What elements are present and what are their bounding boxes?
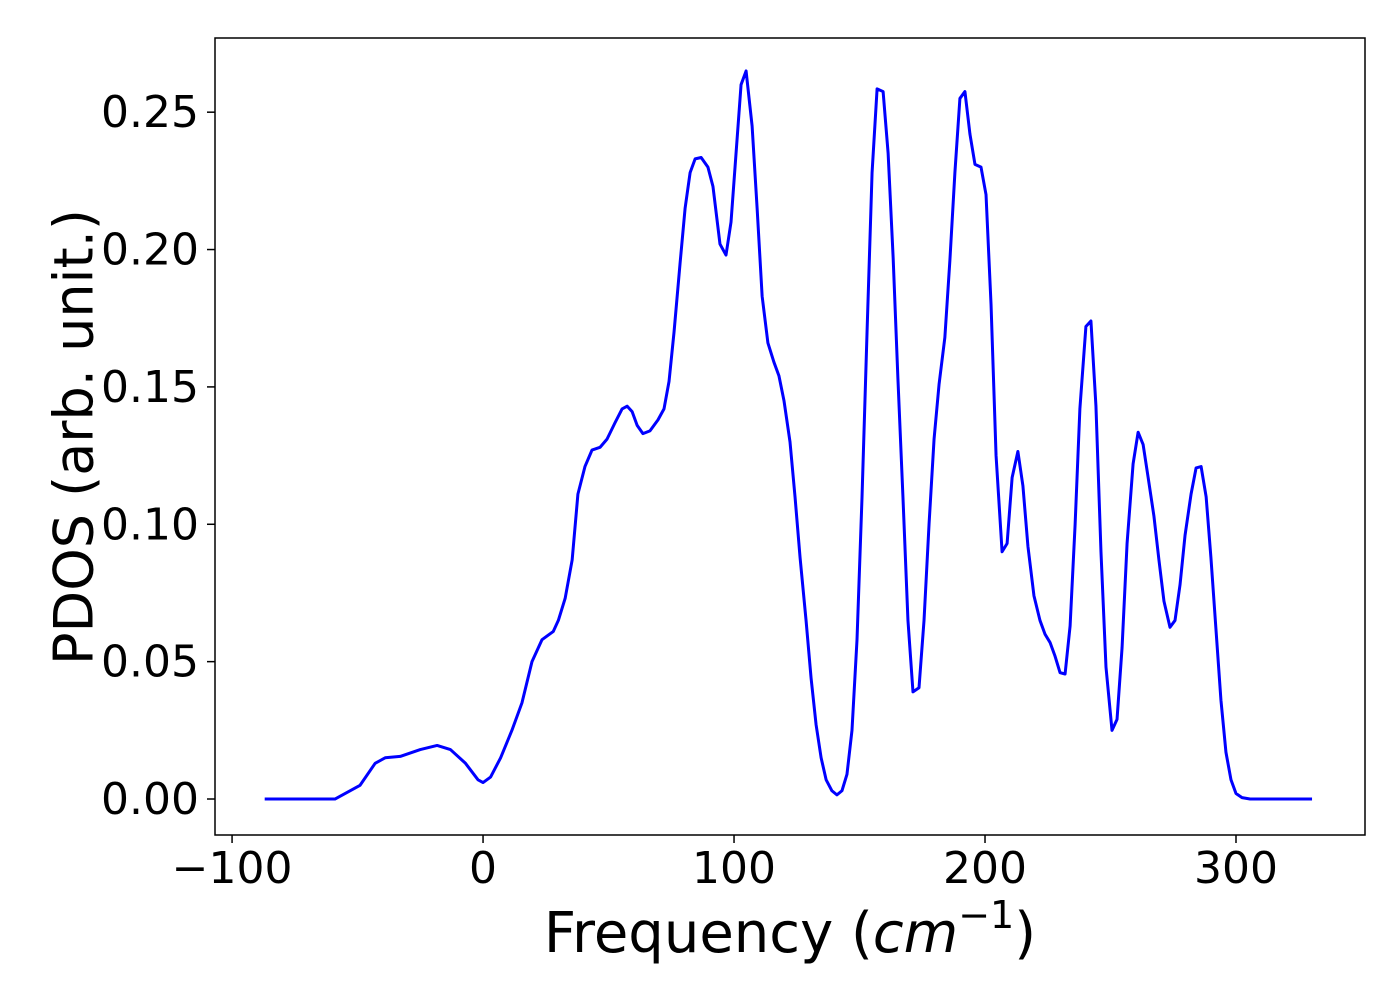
x-tick-label: −100 [172, 843, 293, 894]
y-tick-label: 0.10 [101, 499, 199, 550]
x-tick-label: 0 [469, 843, 497, 894]
x-axis-label: Frequency (cm−1) [544, 893, 1036, 966]
x-label-exponent: −1 [958, 893, 1014, 937]
x-tick-label: 100 [692, 843, 776, 894]
x-label-text: Frequency ( [544, 901, 873, 966]
y-tick-label: 0.15 [101, 362, 199, 413]
x-tick-label: 300 [1194, 843, 1278, 894]
y-tick-label: 0.00 [101, 774, 199, 825]
data-line [264, 69, 1313, 801]
plot-frame [214, 37, 1366, 836]
x-tick-label: 200 [943, 843, 1027, 894]
y-tick-label: 0.25 [101, 87, 199, 138]
y-tick-label: 0.05 [101, 637, 199, 688]
y-axis-label: PDOS (arb. unit.) [43, 209, 106, 665]
x-label-text: ) [1014, 901, 1036, 966]
y-tick-label: 0.20 [101, 225, 199, 276]
x-label-unit: cm [873, 901, 958, 966]
